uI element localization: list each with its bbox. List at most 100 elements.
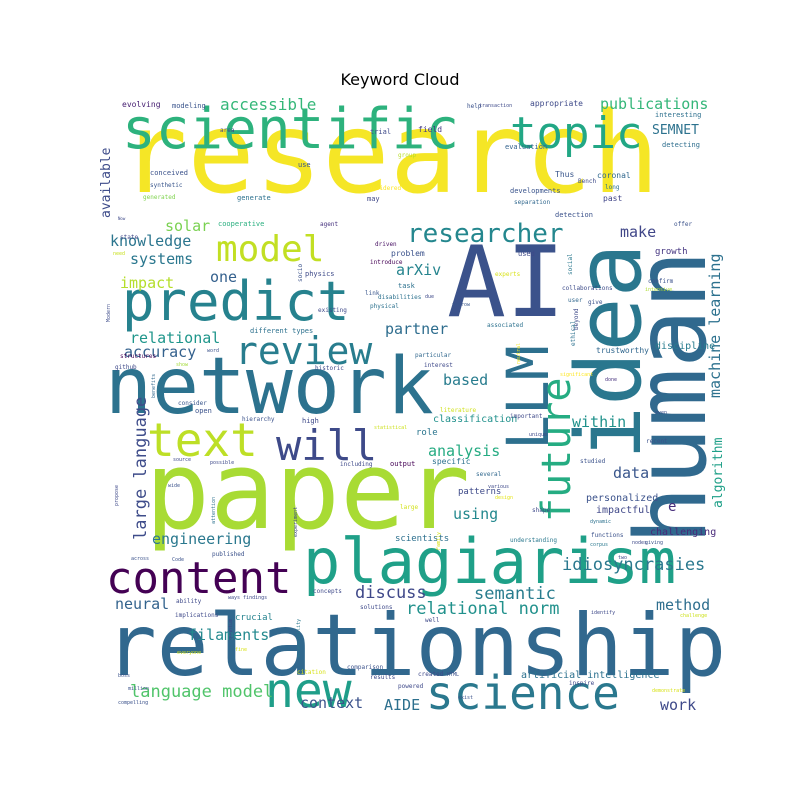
word-beyond: beyond [573, 308, 580, 330]
word-using: using [453, 505, 498, 523]
word-scientists: scientists [395, 534, 449, 544]
word-algorithm: algorithm [711, 437, 726, 508]
word-confirm: confirm [648, 278, 674, 285]
word-detecting: detecting [662, 141, 700, 149]
word-state: state [120, 234, 138, 241]
word-developments: developments [510, 187, 561, 195]
word-discipline: discipline [655, 341, 715, 352]
word-modern: Modern [106, 304, 112, 322]
word-important: important [510, 413, 543, 420]
word-arxiv: arXiv [396, 261, 441, 279]
word-done: done [605, 377, 617, 383]
word-inspire: inspire [569, 680, 595, 687]
word-link: link [365, 290, 380, 297]
word-quality: quality [663, 394, 684, 400]
word-propose: propose [114, 485, 120, 506]
word-based: based [443, 371, 488, 389]
word-fine: fine [235, 647, 247, 653]
word-crucial: crucial [235, 613, 273, 623]
word-boss: boss [118, 673, 130, 679]
word-detection: detection [555, 211, 593, 219]
word-classification: classification [433, 414, 517, 425]
word-wide: wide [168, 483, 180, 489]
word-source: source [173, 457, 191, 463]
word-consider: consider [178, 400, 207, 407]
word-dynamic: dynamic [590, 519, 611, 525]
word-synthetic: synthetic [150, 182, 183, 189]
word-use: use [298, 161, 311, 169]
word-million: million [128, 686, 149, 692]
word-text: text [147, 413, 258, 467]
word-unique: unique [529, 432, 547, 438]
word-generate: generate [237, 194, 271, 202]
word-considered: considered [365, 185, 402, 192]
word-predict: predict [122, 270, 350, 333]
word-show: show [176, 362, 189, 368]
word-large-language: large language [131, 397, 151, 540]
word-several: several [476, 471, 502, 478]
word-accuracy: accuracy [124, 343, 196, 361]
word-giving: giving [645, 540, 663, 546]
word-human: human [615, 250, 729, 545]
word-studied: studied [580, 458, 606, 465]
word-challenge: challenge [680, 613, 707, 619]
word-content: content [106, 553, 291, 604]
word-output: output [390, 460, 415, 468]
word-transaction: transaction [479, 103, 512, 109]
chart-title: Keyword Cloud [340, 70, 460, 89]
word-coronal: coronal [597, 171, 631, 180]
word-give: give [588, 299, 603, 306]
word-need: need [113, 251, 125, 257]
word-within: within [572, 413, 626, 431]
word-code: Code [172, 557, 184, 563]
word-evolving: evolving [122, 100, 161, 109]
word-task: task [398, 282, 416, 290]
word-problem: problem [391, 249, 425, 258]
word-physical: physical [370, 303, 399, 310]
word-area: area [220, 127, 235, 134]
word-appropriate: appropriate [530, 99, 583, 108]
word-understanding: understanding [510, 537, 557, 544]
word-field: field [418, 125, 442, 134]
word-neural: neural [115, 595, 169, 613]
word-solutions: solutions [360, 604, 393, 611]
word-researcher: researcher [407, 219, 564, 249]
word-different-types: different types [250, 327, 313, 335]
word-will: will [276, 421, 377, 470]
word-new: new [265, 663, 352, 719]
word-including: including [340, 461, 373, 468]
word-method: method [656, 596, 710, 614]
word-disabilities: disabilities [378, 294, 422, 301]
word-conceived: conceived [150, 169, 188, 177]
word-e: e [668, 499, 676, 515]
word-idiosyncrasies: idiosyncrasies [562, 555, 705, 575]
word-driven: driven [375, 241, 397, 248]
word-relational: relational [130, 329, 220, 347]
word-modeling: modeling [172, 102, 206, 110]
word-various: various [488, 484, 509, 490]
word-powered: powered [398, 683, 424, 690]
word-role: role [416, 428, 438, 438]
word-plagiarism: plagiarism [303, 525, 676, 598]
word-significant: significant [560, 372, 593, 378]
word-compelling: compelling [118, 700, 148, 706]
word-growth: growth [655, 247, 688, 257]
word-recent: recent [646, 438, 668, 445]
word-engineering: engineering [152, 530, 251, 548]
word-artificial-intelligence: artificial intelligence [521, 670, 659, 681]
word-exist: exist [458, 695, 473, 701]
word-accessibility: accessibility [296, 619, 302, 658]
word-particular: particular [415, 352, 452, 359]
word-demonstrate: demonstrate [652, 688, 685, 694]
word-structures: structures [120, 353, 157, 360]
word-published: published [212, 551, 245, 558]
word-topic: topic [510, 108, 642, 159]
word-challenging: challenging [650, 527, 716, 538]
word-statistical: statistical [374, 425, 407, 431]
word-functions: functions [591, 532, 624, 539]
word-aide: AIDE [384, 696, 420, 714]
word-word: word [207, 348, 219, 354]
word-future: future [534, 378, 580, 523]
word-implications: implications [175, 612, 219, 619]
word-specific: specific [432, 457, 471, 466]
